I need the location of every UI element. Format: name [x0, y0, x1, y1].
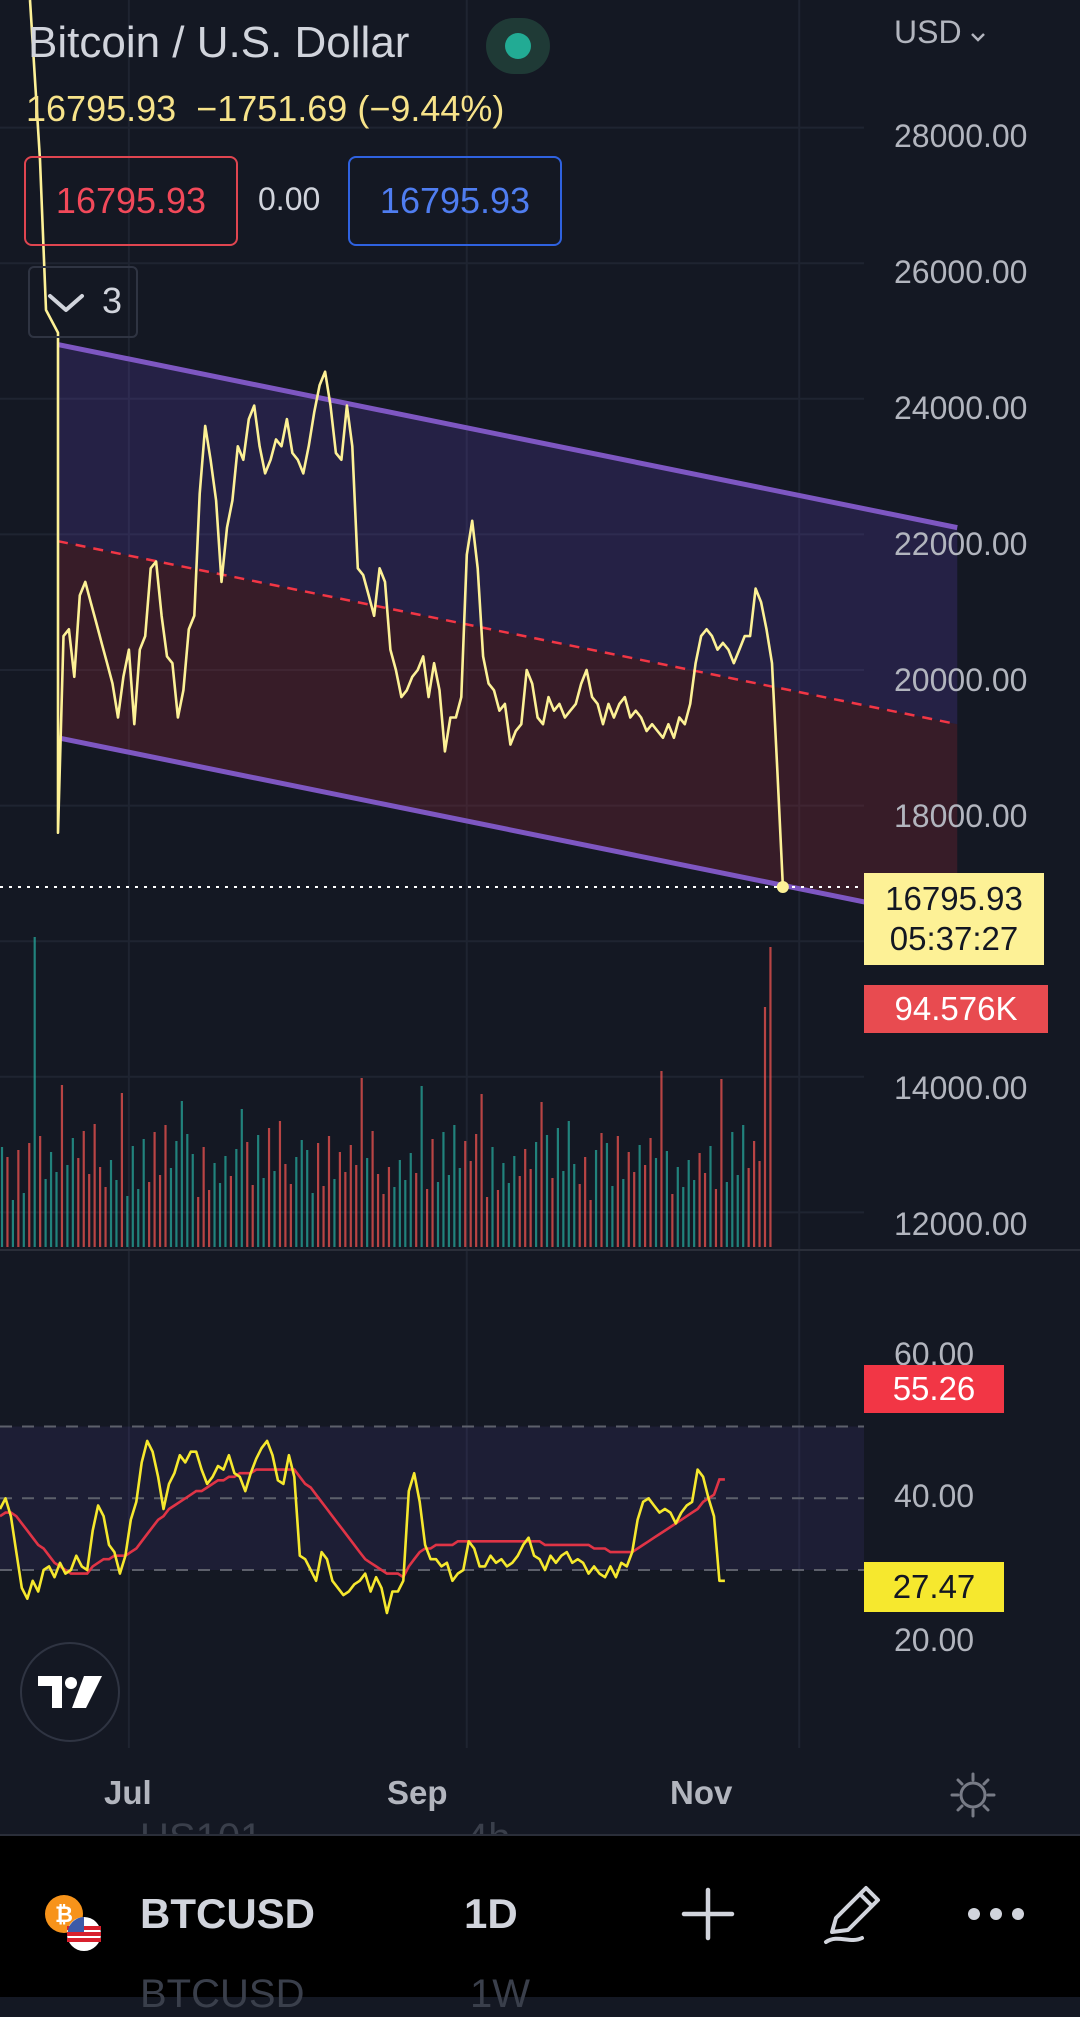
price-tick: 28000.00: [894, 118, 1028, 154]
price-tick: 22000.00: [894, 526, 1028, 562]
month-label: Jul: [104, 1774, 152, 1811]
price-tick: 12000.00: [894, 1206, 1028, 1242]
last-price-marker: [776, 880, 789, 893]
price-change: 16795.93 −1751.69 (−9.44%): [26, 88, 504, 130]
last-price-badge: 16795.93 05:37:27: [864, 873, 1044, 965]
channel-middle-line: [57, 539, 958, 726]
price-tick: 26000.00: [894, 254, 1028, 290]
regression-channel: [57, 342, 958, 924]
plus-icon[interactable]: [680, 1886, 736, 1942]
currency-label: USD: [894, 14, 962, 50]
price-line: [28, 0, 785, 888]
rsi-tick: 40.00: [894, 1478, 975, 1514]
rsi-ma-badge: 55.26: [864, 1365, 1004, 1413]
bar-countdown: 05:37:27: [889, 920, 1019, 957]
market-status-icon[interactable]: [486, 18, 550, 74]
badge-price: 16795.93: [885, 880, 1023, 917]
pen-icon[interactable]: [822, 1882, 886, 1946]
bottom-toolbar: ₿ BTCUSD 1D: [0, 1834, 1080, 1997]
chart-canvas[interactable]: [0, 0, 1080, 1834]
price-tick: 18000.00: [894, 798, 1028, 834]
volume-badge: 94.576K: [864, 985, 1048, 1033]
change-value: −1751.69 (−9.44%): [196, 88, 505, 129]
buy-button[interactable]: 16795.93: [348, 156, 562, 246]
chevron-down-icon: [971, 33, 986, 42]
price-tick: 24000.00: [894, 390, 1028, 426]
symbol-wheel-next[interactable]: BTCUSD: [140, 1972, 305, 2016]
symbol-picker[interactable]: BTCUSD: [140, 1890, 315, 1937]
usd-flag-icon: [67, 1917, 101, 1951]
sell-button[interactable]: 16795.93: [24, 156, 238, 246]
price-series: [0, 0, 864, 893]
rsi-ma-line: [0, 1468, 725, 1580]
indicators-toggle-button[interactable]: 3: [28, 266, 138, 338]
toolbar-divider: [0, 1834, 1080, 1836]
svg-text:₿: ₿: [55, 1902, 73, 1927]
symbol-title[interactable]: Bitcoin / U.S. Dollar: [28, 18, 410, 67]
last-price: 16795.93: [26, 88, 177, 129]
spread-value: 0.00: [258, 181, 321, 217]
price-tick: 20000.00: [894, 662, 1028, 698]
settings-gear-icon[interactable]: [948, 1770, 998, 1820]
month-label: Sep: [387, 1774, 448, 1811]
rsi-badge: 27.47: [864, 1562, 1004, 1612]
bitcoin-icon[interactable]: ₿: [44, 1894, 104, 1954]
currency-selector[interactable]: USD: [894, 14, 986, 51]
chevron-down-icon: [48, 294, 84, 312]
volume-bars: [0, 937, 772, 1247]
interval-picker[interactable]: 1D: [464, 1890, 518, 1937]
indicator-count: 3: [102, 280, 123, 321]
price-tick: 14000.00: [894, 1070, 1028, 1106]
month-label: Nov: [670, 1774, 733, 1811]
rsi-line: [0, 1439, 725, 1615]
channel-lower-line: [57, 735, 958, 924]
tradingview-logo-icon: [38, 1676, 102, 1708]
channel-upper-line: [57, 342, 958, 531]
rsi-pane: [0, 1425, 864, 1615]
tradingview-logo[interactable]: [20, 1642, 120, 1742]
more-icon[interactable]: [966, 1904, 1026, 1924]
rsi-tick: 20.00: [894, 1622, 975, 1658]
interval-wheel-next[interactable]: 1W: [470, 1972, 530, 2016]
